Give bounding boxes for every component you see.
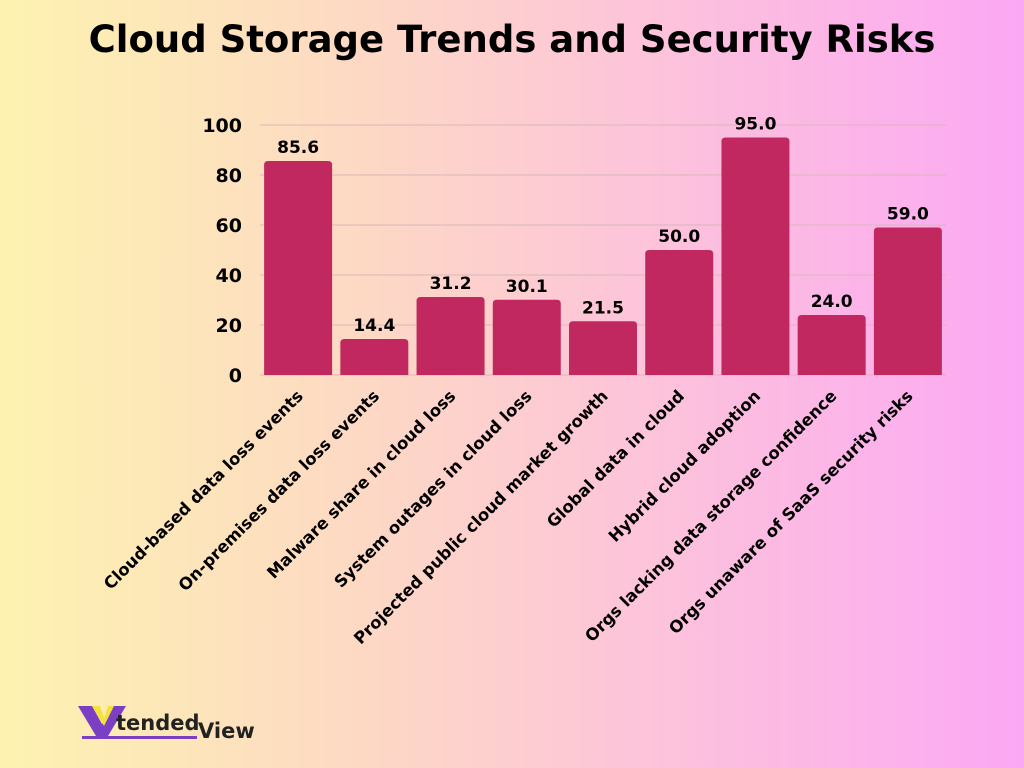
y-tick-label: 20 — [216, 315, 242, 337]
data-label: 21.5 — [582, 298, 624, 318]
xtendedview-logo: tended View — [78, 706, 255, 743]
y-tick-label: 60 — [216, 215, 242, 237]
data-label: 95.0 — [734, 115, 776, 135]
data-label: 24.0 — [811, 292, 853, 312]
bar — [340, 339, 409, 375]
y-tick-label: 40 — [216, 265, 242, 287]
bar — [797, 315, 866, 375]
logo-text-view: View — [198, 719, 255, 743]
bar — [569, 321, 637, 375]
x-tick-label: Projected public cloud market growth — [350, 386, 612, 648]
y-tick-label: 80 — [216, 165, 242, 187]
data-label: 14.4 — [353, 316, 395, 336]
x-tick-label: Hybrid cloud adoption — [605, 386, 764, 545]
data-label: 30.1 — [506, 277, 548, 297]
x-tick-label: Global data in cloud — [543, 386, 688, 531]
chart-title: Cloud Storage Trends and Security Risks — [88, 18, 936, 61]
y-tick-label: 0 — [229, 365, 242, 387]
data-label: 85.6 — [277, 138, 319, 158]
y-tick-label: 100 — [202, 115, 242, 137]
bar — [721, 137, 790, 375]
data-label: 50.0 — [658, 227, 700, 247]
bar — [645, 250, 714, 375]
logo-text: tended — [116, 711, 200, 735]
bar — [416, 297, 485, 375]
data-label: 31.2 — [430, 274, 472, 294]
bar — [873, 227, 942, 375]
bar — [264, 161, 333, 375]
bar — [492, 299, 561, 375]
data-label: 59.0 — [887, 205, 929, 225]
